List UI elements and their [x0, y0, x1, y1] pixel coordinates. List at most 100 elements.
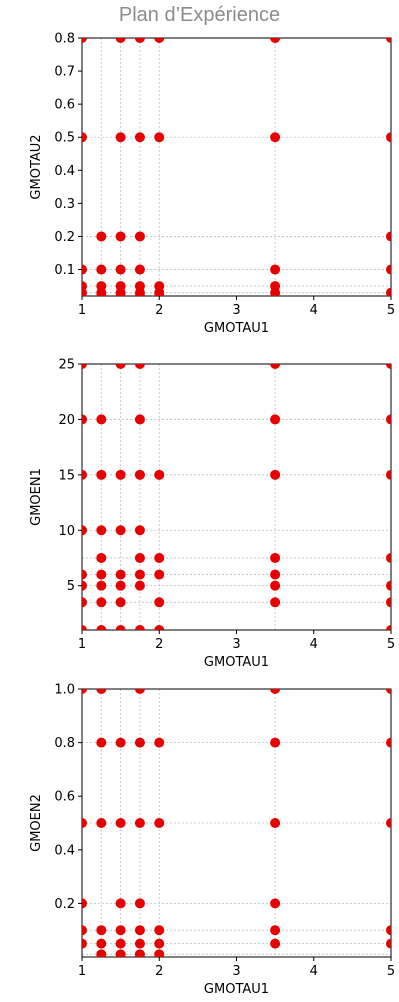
data-point: [115, 938, 126, 949]
data-point: [115, 291, 126, 296]
y-tick-label: 1.0: [54, 683, 75, 698]
data-point: [154, 552, 165, 563]
data-point: [96, 949, 107, 957]
data-point: [270, 689, 281, 694]
data-point: [96, 938, 107, 949]
x-tick-label: 2: [155, 303, 163, 318]
y-tick-label: 0.2: [54, 230, 75, 245]
data-point: [82, 938, 87, 949]
data-point: [96, 469, 107, 480]
data-point: [134, 38, 145, 43]
data-point: [270, 818, 281, 828]
data-point: [115, 625, 126, 630]
data-point: [154, 569, 165, 580]
data-point: [154, 925, 165, 936]
data-point: [386, 364, 391, 369]
data-point: [386, 264, 391, 275]
y-tick-label: 0.5: [54, 131, 75, 146]
data-point: [134, 552, 145, 563]
x-tick-label: 3: [232, 637, 240, 652]
data-point: [96, 737, 107, 748]
data-point: [270, 925, 281, 936]
data-point: [96, 580, 107, 591]
y-axis-label: GMOEN1: [29, 468, 44, 526]
y-axis-label: GMOEN2: [29, 794, 44, 852]
data-point: [115, 580, 126, 591]
data-point: [115, 469, 126, 480]
data-point: [115, 898, 126, 909]
data-point: [270, 898, 281, 909]
y-tick-label: 0.1: [54, 263, 75, 278]
data-point: [386, 925, 391, 936]
y-tick-label: 0.3: [54, 197, 75, 212]
x-tick-label: 5: [387, 303, 395, 318]
data-point: [134, 525, 145, 536]
data-point: [115, 38, 126, 43]
data-point: [154, 818, 165, 828]
y-tick-label: 0.6: [54, 790, 75, 805]
data-point: [270, 552, 281, 563]
data-point: [386, 737, 391, 748]
x-tick-label: 5: [387, 637, 395, 652]
data-point: [82, 469, 87, 480]
data-point: [270, 364, 281, 369]
y-tick-label: 5: [67, 579, 75, 594]
x-tick-label: 1: [78, 637, 86, 652]
data-point: [96, 689, 107, 694]
data-point: [134, 231, 145, 242]
data-point: [96, 818, 107, 828]
y-tick-label: 0.4: [54, 164, 75, 179]
data-point: [115, 231, 126, 242]
data-point: [82, 925, 87, 936]
data-point: [96, 231, 107, 242]
data-point: [386, 552, 391, 563]
chart-2: 1 2 3 4 5 5 10 15 20 25 GMOTAU1 GMOEN1: [29, 358, 395, 671]
data-point: [386, 689, 391, 694]
data-point: [134, 569, 145, 580]
data-point: [386, 580, 391, 591]
x-tick-label: 1: [78, 303, 86, 318]
data-point: [82, 625, 87, 630]
data-point: [134, 625, 145, 630]
data-point: [96, 552, 107, 563]
y-tick-label: 0.6: [54, 98, 75, 113]
data-point: [386, 818, 391, 828]
data-point: [270, 597, 281, 608]
data-points: [82, 38, 391, 296]
chart-3: 1 2 3 4 5 0.2 0.4 0.6 0.8 1.0 GMOTAU1 GMOEN2: [29, 683, 395, 998]
y-tick-label: 0.2: [54, 897, 75, 912]
data-point: [115, 364, 126, 369]
data-point: [270, 264, 281, 275]
data-point: [115, 925, 126, 936]
data-point: [96, 925, 107, 936]
data-point: [134, 132, 145, 143]
data-point: [134, 364, 145, 369]
x-tick-label: 4: [310, 303, 318, 318]
data-point: [96, 597, 107, 608]
data-point: [386, 414, 391, 425]
chart-1: 1 2 3 4 5 0.1 0.2 0.3 0.4 0.5 0.6 0.7 0.8 GMOTAU1 GMOT…: [29, 32, 395, 337]
data-point: [386, 597, 391, 608]
data-point: [386, 231, 391, 242]
data-point: [115, 949, 126, 957]
data-point: [386, 287, 391, 296]
data-point: [386, 132, 391, 143]
data-point: [134, 938, 145, 949]
data-point: [82, 818, 87, 828]
data-point: [82, 38, 87, 43]
data-point: [270, 580, 281, 591]
data-point: [96, 625, 107, 630]
y-axis-label: GMOTAU2: [29, 134, 44, 199]
data-point: [134, 580, 145, 591]
data-points: [82, 364, 391, 630]
data-point: [134, 264, 145, 275]
data-point: [386, 938, 391, 949]
x-axis-label: GMOTAU1: [204, 655, 269, 670]
data-point: [134, 818, 145, 828]
data-point: [82, 525, 87, 536]
data-point: [154, 38, 165, 43]
data-point: [154, 938, 165, 949]
x-tick-label: 5: [387, 964, 395, 979]
x-axis-label: GMOTAU1: [204, 321, 269, 336]
x-axis-label: GMOTAU1: [204, 982, 269, 997]
